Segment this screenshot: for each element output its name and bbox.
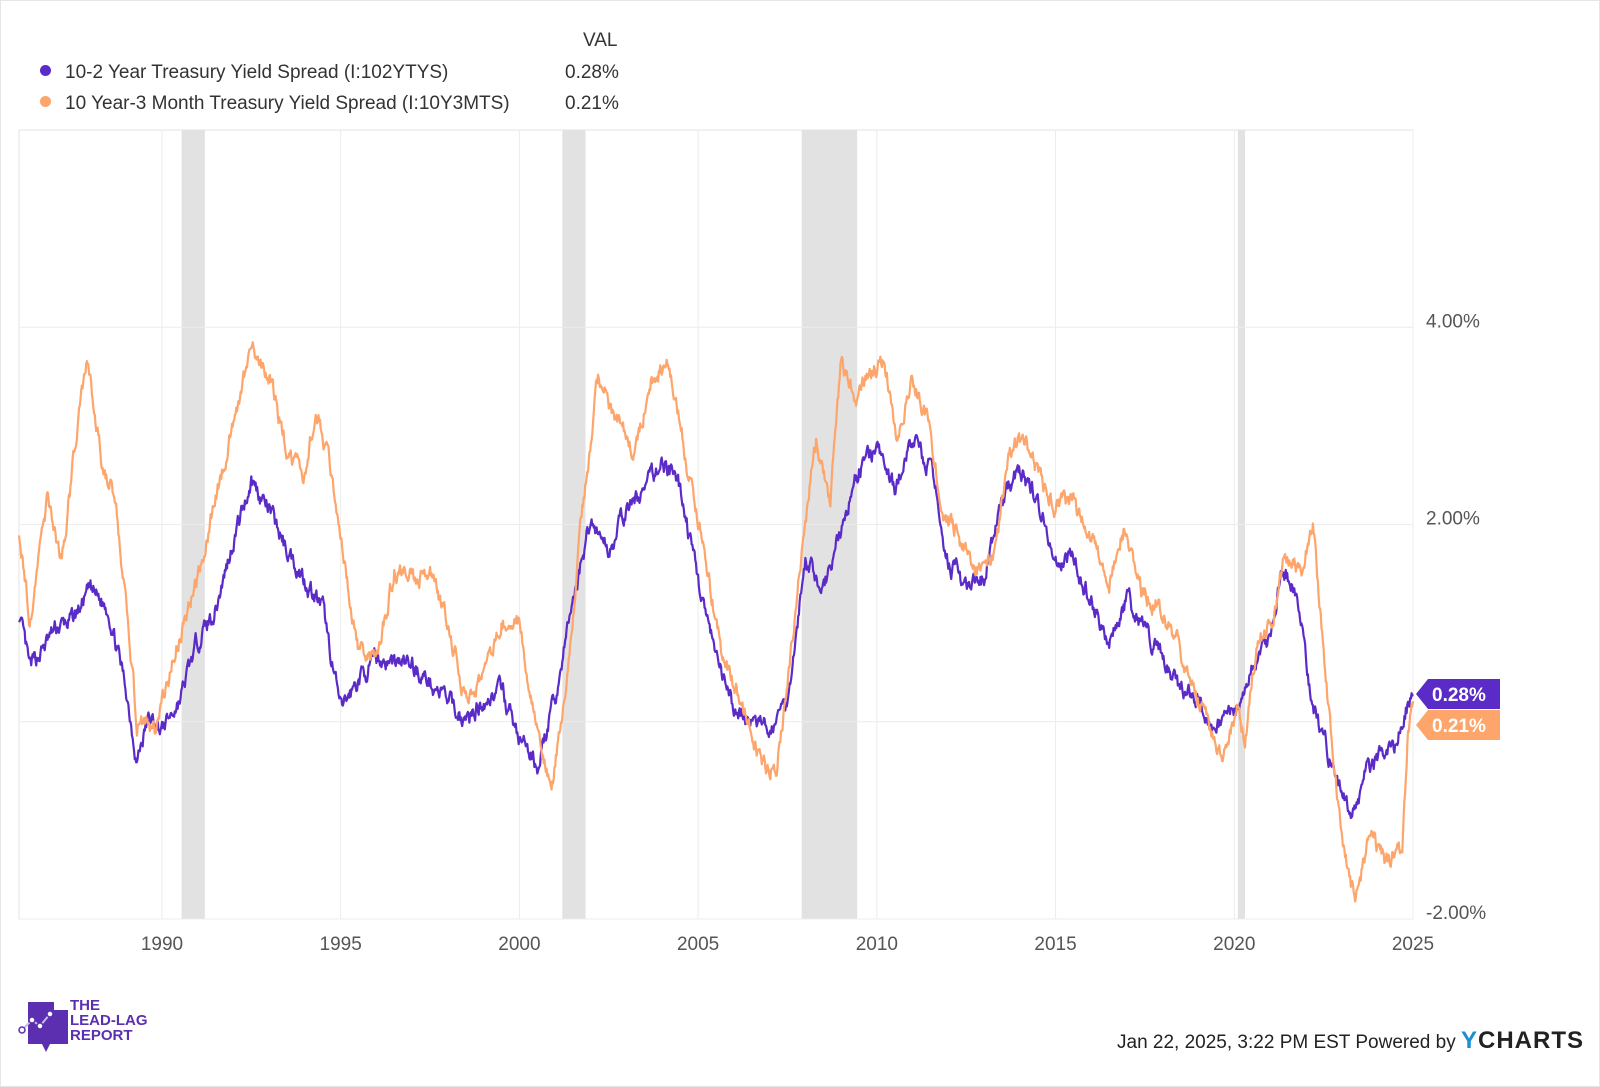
x-tick-label: 2015	[1034, 934, 1076, 955]
logo-line: LEAD-LAG	[70, 1012, 148, 1029]
x-tick-label: 2025	[1392, 934, 1434, 955]
x-tick-label: 2005	[677, 934, 719, 955]
series-dot-icon	[40, 96, 51, 108]
brand-y: Y	[1460, 1027, 1478, 1054]
y-tick-label: -2.00%	[1426, 903, 1486, 924]
x-tick-label: 2000	[498, 934, 540, 955]
legend-item-10-2[interactable]: 10-2 Year Treasury Yield Spread (I:102YT…	[40, 62, 619, 84]
end-value-label: 0.28%	[1432, 685, 1486, 706]
x-tick-label: 2020	[1213, 934, 1255, 955]
x-tick-label: 1990	[141, 934, 183, 955]
brand-rest: CHARTS	[1478, 1027, 1584, 1054]
series-dot-icon	[40, 65, 51, 77]
logo-text: THE LEAD-LAG REPORT	[70, 998, 148, 1043]
ycharts-brand[interactable]: YCHARTS	[1461, 1027, 1584, 1054]
logo-line: REPORT	[70, 1027, 133, 1044]
legend-item-10y3m[interactable]: 10 Year-3 Month Treasury Yield Spread (I…	[40, 93, 619, 115]
lead-lag-logo-icon	[18, 1002, 68, 1052]
logo-line: THE	[70, 997, 100, 1014]
legend-label: 10 Year-3 Month Treasury Yield Spread (I…	[65, 93, 510, 114]
end-value-tag	[1416, 710, 1500, 740]
end-value-tag	[1416, 679, 1500, 709]
x-tick-label: 2010	[856, 934, 898, 955]
series-line	[17, 341, 1415, 903]
legend-header: VAL	[583, 30, 618, 51]
footer: Jan 22, 2025, 3:22 PM EST Powered by YCH…	[1117, 1027, 1584, 1055]
x-tick-label: 1995	[320, 934, 362, 955]
timestamp: Jan 22, 2025, 3:22 PM EST	[1117, 1032, 1351, 1053]
powered-by: Powered by	[1355, 1032, 1456, 1053]
legend-label: 10-2 Year Treasury Yield Spread (I:102YT…	[65, 62, 449, 83]
y-tick-label: 4.00%	[1426, 311, 1480, 332]
legend-value: 0.28%	[565, 62, 619, 83]
legend-value: 0.21%	[565, 93, 619, 114]
series-line	[18, 433, 1415, 820]
y-tick-label: 2.00%	[1426, 509, 1480, 530]
end-value-label: 0.21%	[1432, 716, 1486, 737]
